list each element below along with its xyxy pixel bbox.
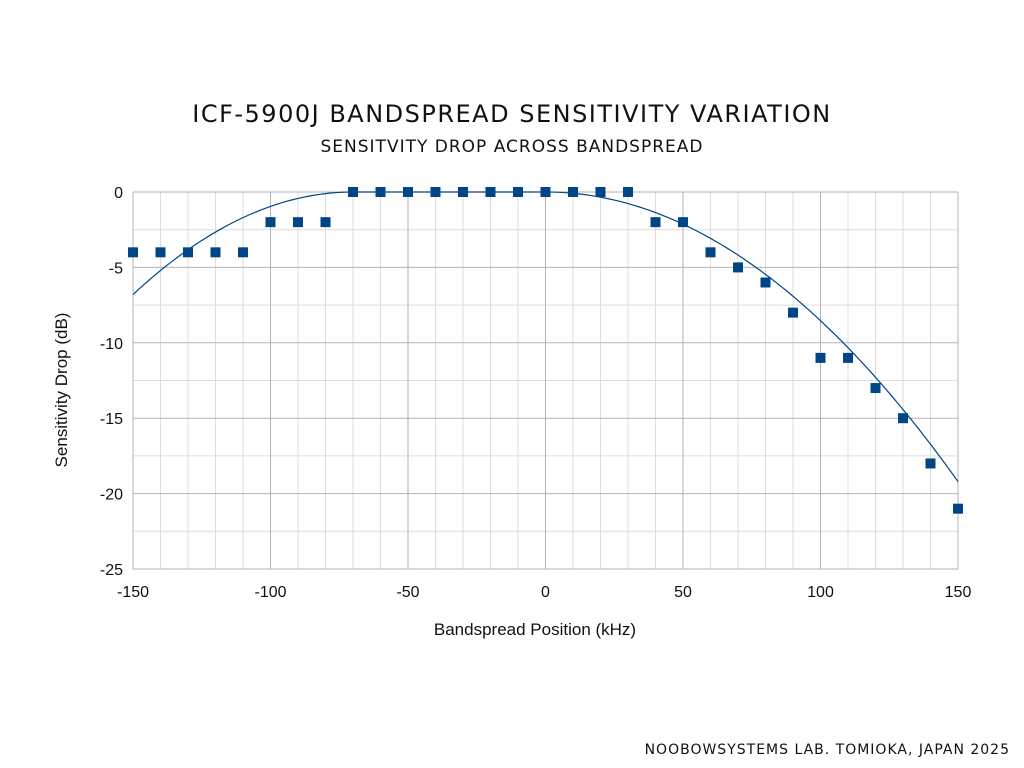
- data-point: [375, 187, 386, 197]
- x-tick-label: 50: [674, 584, 692, 601]
- data-point: [953, 503, 963, 514]
- x-tick-labels: -150 -100 -50 0 50 100 150: [117, 584, 971, 601]
- data-point: [650, 217, 661, 228]
- x-tick-label: 150: [945, 584, 972, 601]
- data-point: [265, 217, 276, 228]
- x-axis-label: Bandspread Position (kHz): [434, 620, 636, 639]
- data-point: [320, 217, 331, 228]
- chart-title: ICF-5900J BANDSPREAD SENSITIVITY VARIATI…: [192, 100, 832, 128]
- data-point: [705, 247, 716, 258]
- y-tick-label: -15: [100, 411, 123, 428]
- data-point: [238, 247, 248, 258]
- data-point: [843, 352, 853, 363]
- data-point: [128, 247, 138, 258]
- y-tick-label: -5: [109, 260, 123, 277]
- data-point: [815, 352, 826, 363]
- chart-subtitle: SENSITVITY DROP ACROSS BANDSPREAD: [320, 137, 704, 157]
- y-tick-label: -10: [100, 336, 123, 353]
- data-point: [760, 277, 771, 288]
- data-point: [540, 187, 551, 197]
- footer-credit: NOOBOWSYSTEMS LAB. TOMIOKA, JAPAN 2025: [644, 742, 1010, 758]
- data-point: [623, 187, 633, 197]
- data-point: [788, 307, 798, 318]
- data-point: [595, 187, 606, 197]
- data-point: [155, 247, 166, 258]
- data-point: [513, 187, 523, 197]
- x-tick-label: 100: [807, 584, 834, 601]
- data-point: [870, 383, 881, 394]
- y-tick-label: -20: [100, 487, 123, 504]
- x-tick-label: -50: [396, 584, 419, 601]
- y-tick-label: -25: [100, 562, 123, 579]
- data-point: [403, 187, 413, 197]
- data-point: [733, 262, 743, 273]
- data-point: [348, 187, 358, 197]
- data-point: [210, 247, 221, 258]
- data-point: [568, 187, 578, 197]
- x-tick-label: -100: [254, 584, 286, 601]
- data-point: [430, 187, 441, 197]
- data-point: [183, 247, 193, 258]
- y-tick-label: 0: [114, 185, 123, 202]
- x-tick-label: -150: [117, 584, 149, 601]
- major-grid: [132, 191, 959, 570]
- data-point: [678, 217, 688, 228]
- data-points: [128, 187, 963, 514]
- data-point: [898, 413, 908, 424]
- data-point: [293, 217, 303, 228]
- data-point: [485, 187, 496, 197]
- y-tick-labels: 0 -5 -10 -15 -20 -25: [100, 185, 123, 579]
- x-tick-label: 0: [541, 584, 550, 601]
- data-point: [458, 187, 468, 197]
- data-point: [925, 458, 936, 469]
- y-axis-label: Sensitivity Drop (dB): [52, 313, 71, 468]
